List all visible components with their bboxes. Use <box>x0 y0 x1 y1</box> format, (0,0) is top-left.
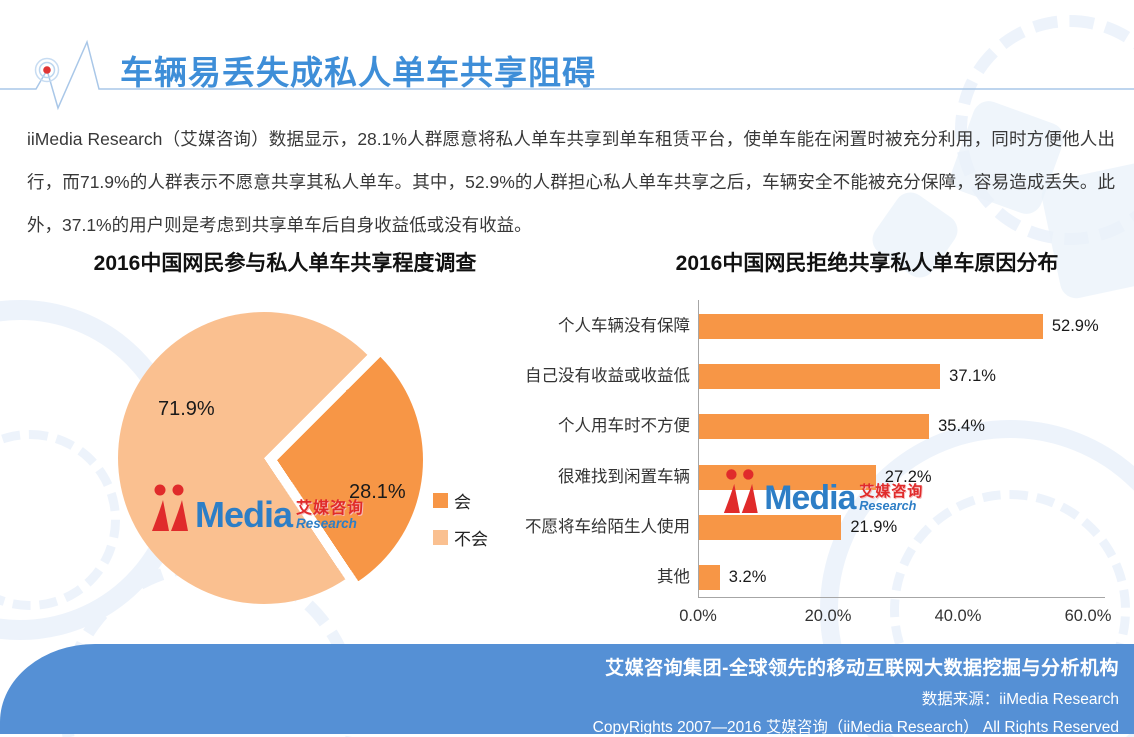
bar <box>699 364 941 389</box>
iimedia-ii-icon <box>723 469 758 513</box>
pie-chart-title: 2016中国网民参与私人单车共享程度调查 <box>93 252 477 275</box>
pie-value-label-no: 71.9% <box>158 398 215 420</box>
footer-source: 数据来源：iiMedia Research <box>921 691 1119 708</box>
bar-value-label: 3.2% <box>728 568 767 586</box>
page-title: 车辆易丢失成私人单车共享阻碍 <box>120 54 596 91</box>
background-watermark-ring <box>0 430 120 610</box>
bar-plot-area: 52.9% 37.1% 35.4% 27.2% 21.9% 3.2% <box>698 300 1105 598</box>
bar-category-label: 自己没有收益或收益低 <box>525 367 690 385</box>
bar-category-label: 个人车辆没有保障 <box>558 317 690 335</box>
legend-label-yes: 会 <box>454 493 471 512</box>
logo-media-text: Media <box>764 477 856 517</box>
intro-text: iiMedia Research（艾媒咨询）数据显示，28.1%人群愿意将私人单… <box>27 129 1115 235</box>
bar <box>699 515 842 540</box>
bar-value-label: 21.9% <box>850 518 898 536</box>
bar <box>699 565 720 590</box>
logo-chinese-text: 艾媒咨询 <box>296 499 365 517</box>
x-axis-tick: 40.0% <box>934 607 982 625</box>
bar-value-label: 35.4% <box>938 417 985 435</box>
logo-chinese-text: 艾媒咨询 <box>859 483 924 500</box>
logo-research-text: Research <box>859 498 917 513</box>
heartbeat-pulse-icon <box>0 39 1134 111</box>
logo-research-text: Research <box>296 515 357 531</box>
bar-category-label: 个人用车时不方便 <box>558 417 690 435</box>
legend-label-no: 不会 <box>454 530 488 549</box>
x-axis-tick: 20.0% <box>804 607 852 625</box>
bar-chart-title: 2016中国网民拒绝共享私人单车原因分布 <box>675 252 1059 275</box>
iimedia-logo: Media 艾媒咨询 Research <box>150 483 365 535</box>
bar-category-label: 其他 <box>657 568 690 586</box>
footer-copyright: CopyRights 2007—2016 艾媒咨询（iiMedia Resear… <box>592 719 1119 736</box>
bar <box>699 414 930 439</box>
legend-item-yes: 会 <box>433 488 488 513</box>
x-axis-tick: 0.0% <box>679 607 717 625</box>
pie-legend: 会 不会 <box>433 488 488 562</box>
iimedia-logo: Media 艾媒咨询 Research <box>722 468 924 517</box>
pie-value-label-yes: 28.1% <box>349 481 406 503</box>
footer-banner: 艾媒咨询集团-全球领先的移动互联网大数据挖掘与分析机构 数据来源：iiMedia… <box>0 644 1134 736</box>
logo-media-text: Media <box>195 493 293 535</box>
footer-tagline: 艾媒咨询集团-全球领先的移动互联网大数据挖掘与分析机构 <box>605 658 1119 679</box>
iimedia-ii-icon <box>152 484 188 531</box>
bar-value-label: 37.1% <box>949 367 996 385</box>
pie-chart <box>118 312 423 606</box>
pie-slice-yes <box>131 314 423 606</box>
x-axis-tick: 60.0% <box>1064 607 1112 625</box>
bar-category-label: 不愿将车给陌生人使用 <box>525 518 690 536</box>
bar-category-label: 很难找到闲置车辆 <box>558 468 690 486</box>
legend-swatch-yes <box>433 493 448 508</box>
bar-value-label: 52.9% <box>1051 317 1099 335</box>
legend-item-no: 不会 <box>433 525 488 550</box>
legend-swatch-no <box>433 530 448 545</box>
bar <box>699 314 1043 339</box>
bar-value-label: 27.2% <box>884 468 932 486</box>
